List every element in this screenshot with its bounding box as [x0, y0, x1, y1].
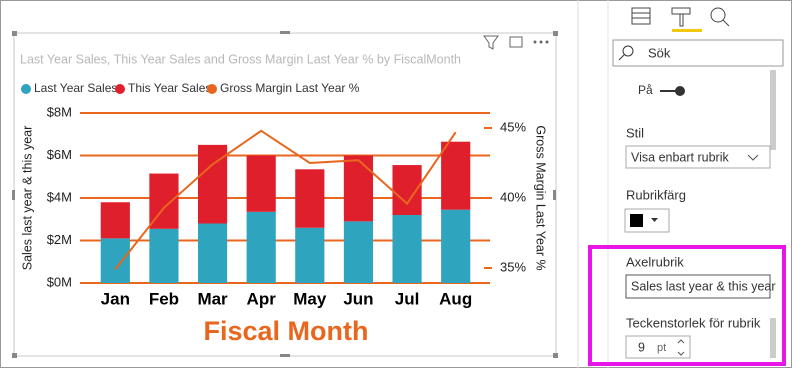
bar — [246, 211, 276, 283]
bar — [295, 169, 325, 228]
legend-label: Gross Margin Last Year % — [220, 81, 360, 95]
legend-marker — [207, 84, 217, 94]
bar — [441, 141, 471, 210]
x-tick-label: Jan — [101, 289, 130, 308]
y-tick-label: $6M — [47, 147, 72, 162]
bar — [343, 221, 374, 283]
axis-title-value[interactable]: Sales last year & this year — [631, 279, 776, 293]
bar — [392, 215, 422, 283]
search-icon — [622, 45, 634, 57]
pane-tabs[interactable] — [631, 7, 730, 27]
x-tick-label: May — [293, 289, 327, 308]
style-value[interactable]: Visa enbart rubrik — [631, 150, 729, 164]
bar — [197, 223, 228, 283]
bar — [149, 228, 179, 283]
style-dropdown[interactable] — [625, 145, 771, 169]
search-text[interactable]: Sök — [648, 45, 671, 60]
toggle-label: På — [638, 83, 653, 97]
y-tick-label: $4M — [47, 189, 72, 204]
line — [114, 129, 457, 271]
legend-marker — [115, 84, 125, 94]
y2-tick-label: 35% — [500, 259, 526, 274]
bar — [441, 209, 471, 283]
x-tick-label: Jul — [395, 289, 420, 308]
spinner[interactable] — [677, 339, 685, 356]
x-axis-title: Fiscal Month — [203, 316, 368, 346]
color-arrow — [651, 218, 658, 222]
y-tick-label: $8M — [47, 104, 72, 119]
legend-marker — [21, 84, 31, 94]
font-size-value[interactable]: 9 — [638, 340, 645, 354]
dropdown-arrow — [747, 154, 759, 161]
x-tick-label: Aug — [439, 289, 472, 308]
axis-title-input[interactable] — [625, 274, 771, 299]
y2-tick-label: 45% — [500, 119, 526, 134]
x-tick-label: Jun — [343, 289, 373, 308]
toggle-knob[interactable] — [675, 86, 685, 96]
x-tick-label: Mar — [197, 289, 228, 308]
scrollbar[interactable] — [770, 70, 776, 150]
search-box[interactable] — [612, 39, 784, 67]
font-size-label: Teckenstorlek för rubrik — [626, 315, 761, 330]
axis-title-label: Axelrubrik — [626, 254, 684, 269]
bar — [100, 202, 130, 239]
active-tab-indicator — [672, 29, 702, 32]
y2-tick-label: 40% — [500, 189, 526, 204]
bar — [100, 238, 130, 283]
legend-label: This Year Sales — [128, 81, 211, 95]
x-tick-label: Feb — [149, 289, 179, 308]
style-label: Stil — [626, 125, 644, 140]
legend-label: Last Year Sales — [34, 81, 117, 95]
highlight-box — [588, 245, 786, 366]
font-size-unit: pt — [657, 342, 666, 354]
bar — [246, 155, 276, 212]
bar — [295, 227, 325, 283]
y-axis-title: Sales last year & this year — [20, 126, 34, 271]
visual-icons[interactable] — [483, 35, 549, 50]
color-label: Rubrikfärg — [626, 187, 686, 202]
chart-title: Last Year Sales, This Year Sales and Gro… — [20, 52, 461, 66]
y2-axis-title: Gross Margin Last Year % — [534, 125, 548, 270]
search-icon — [618, 54, 625, 61]
color-swatch — [630, 214, 643, 227]
scrollbar-lower[interactable] — [770, 318, 776, 358]
y-tick-label: $2M — [47, 232, 72, 247]
x-tick-label: Apr — [247, 289, 277, 308]
handles — [12, 31, 558, 358]
font-size-input[interactable] — [625, 335, 691, 359]
y-tick-label: $0M — [47, 274, 72, 289]
bar — [343, 155, 374, 222]
